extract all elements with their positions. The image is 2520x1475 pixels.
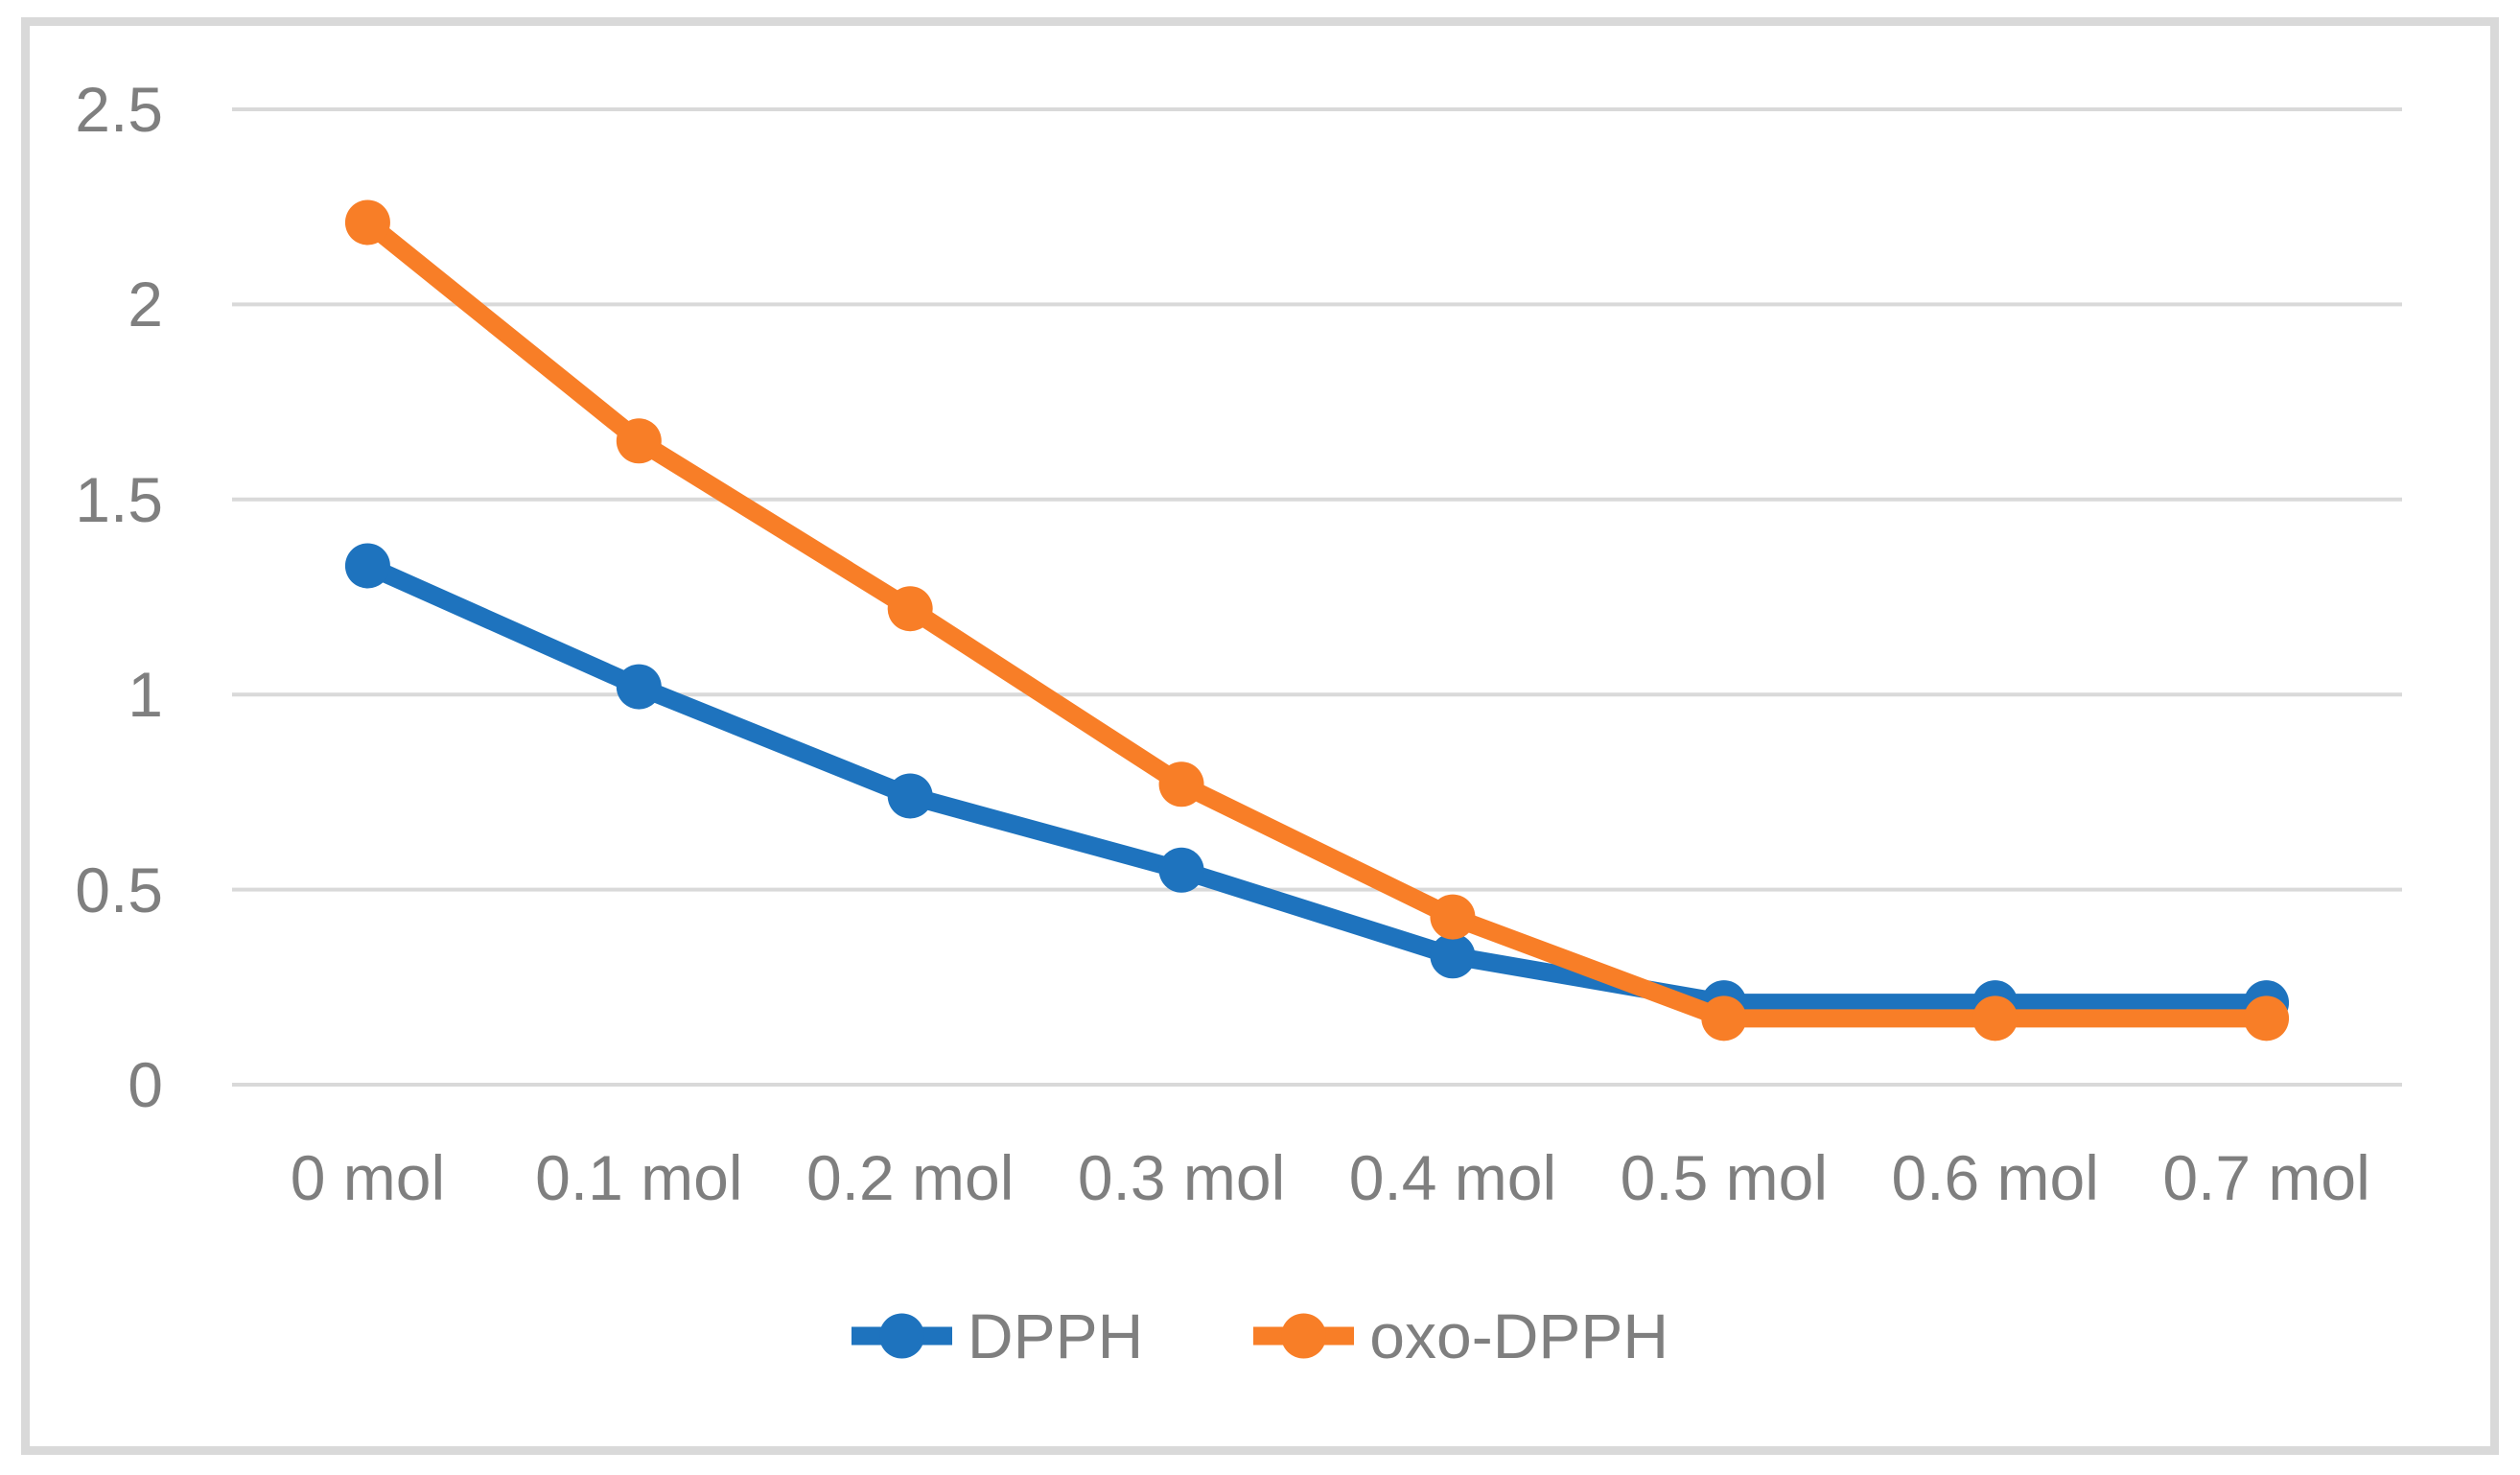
x-tick-label-0.7 mol: 0.7 mol <box>2162 1142 2370 1213</box>
legend-marker-icon <box>851 1313 952 1359</box>
series-line-oxo-DPPH <box>358 213 2276 1028</box>
x-tick-label-0.6 mol: 0.6 mol <box>1891 1142 2099 1213</box>
data-point-oxo-DPPH-0.7 mol <box>2244 995 2290 1042</box>
x-tick-label-0 mol: 0 mol <box>290 1142 446 1213</box>
series-line-DPPH <box>358 556 2276 1013</box>
x-tick-label-0.5 mol: 0.5 mol <box>1620 1142 1829 1213</box>
data-point-oxo-DPPH-0.1 mol <box>616 418 662 464</box>
y-tick-label-1: 1 <box>128 659 163 731</box>
x-tick-label-0.4 mol: 0.4 mol <box>1348 1142 1557 1213</box>
data-point-oxo-DPPH-0.6 mol <box>1972 995 2018 1042</box>
chart-outer-border <box>21 17 2499 1455</box>
data-point-DPPH-0.2 mol <box>887 773 933 819</box>
data-point-DPPH-0.3 mol <box>1158 847 1204 893</box>
data-point-DPPH-0.4 mol <box>1430 933 1476 979</box>
legend-item-oxo-DPPH: oxo-DPPH <box>1253 1302 1668 1370</box>
legend-label-DPPH: DPPH <box>967 1300 1144 1371</box>
y-tick-label-2: 2 <box>128 269 163 340</box>
data-point-oxo-DPPH-0 mol <box>344 199 390 246</box>
y-tick-label-2.5: 2.5 <box>75 74 163 145</box>
legend-marker-icon <box>1253 1313 1355 1359</box>
data-point-oxo-DPPH-0.5 mol <box>1701 995 1747 1042</box>
data-point-oxo-DPPH-0.4 mol <box>1430 894 1476 940</box>
y-tick-label-1.5: 1.5 <box>75 463 163 535</box>
x-tick-label-0.1 mol: 0.1 mol <box>535 1142 743 1213</box>
data-point-oxo-DPPH-0.3 mol <box>1158 761 1204 808</box>
data-point-DPPH-0 mol <box>344 543 390 589</box>
legend-label-oxo-DPPH: oxo-DPPH <box>1369 1300 1669 1371</box>
data-point-oxo-DPPH-0.2 mol <box>887 586 933 632</box>
x-tick-label-0.3 mol: 0.3 mol <box>1077 1142 1286 1213</box>
y-tick-label-0.5: 0.5 <box>75 854 163 925</box>
data-point-DPPH-0.1 mol <box>616 664 662 710</box>
y-tick-label-0: 0 <box>128 1049 163 1120</box>
x-tick-label-0.2 mol: 0.2 mol <box>805 1142 1015 1213</box>
chart-legend: DPPH oxo-DPPH <box>0 1302 2520 1370</box>
legend-item-DPPH: DPPH <box>851 1300 1144 1371</box>
